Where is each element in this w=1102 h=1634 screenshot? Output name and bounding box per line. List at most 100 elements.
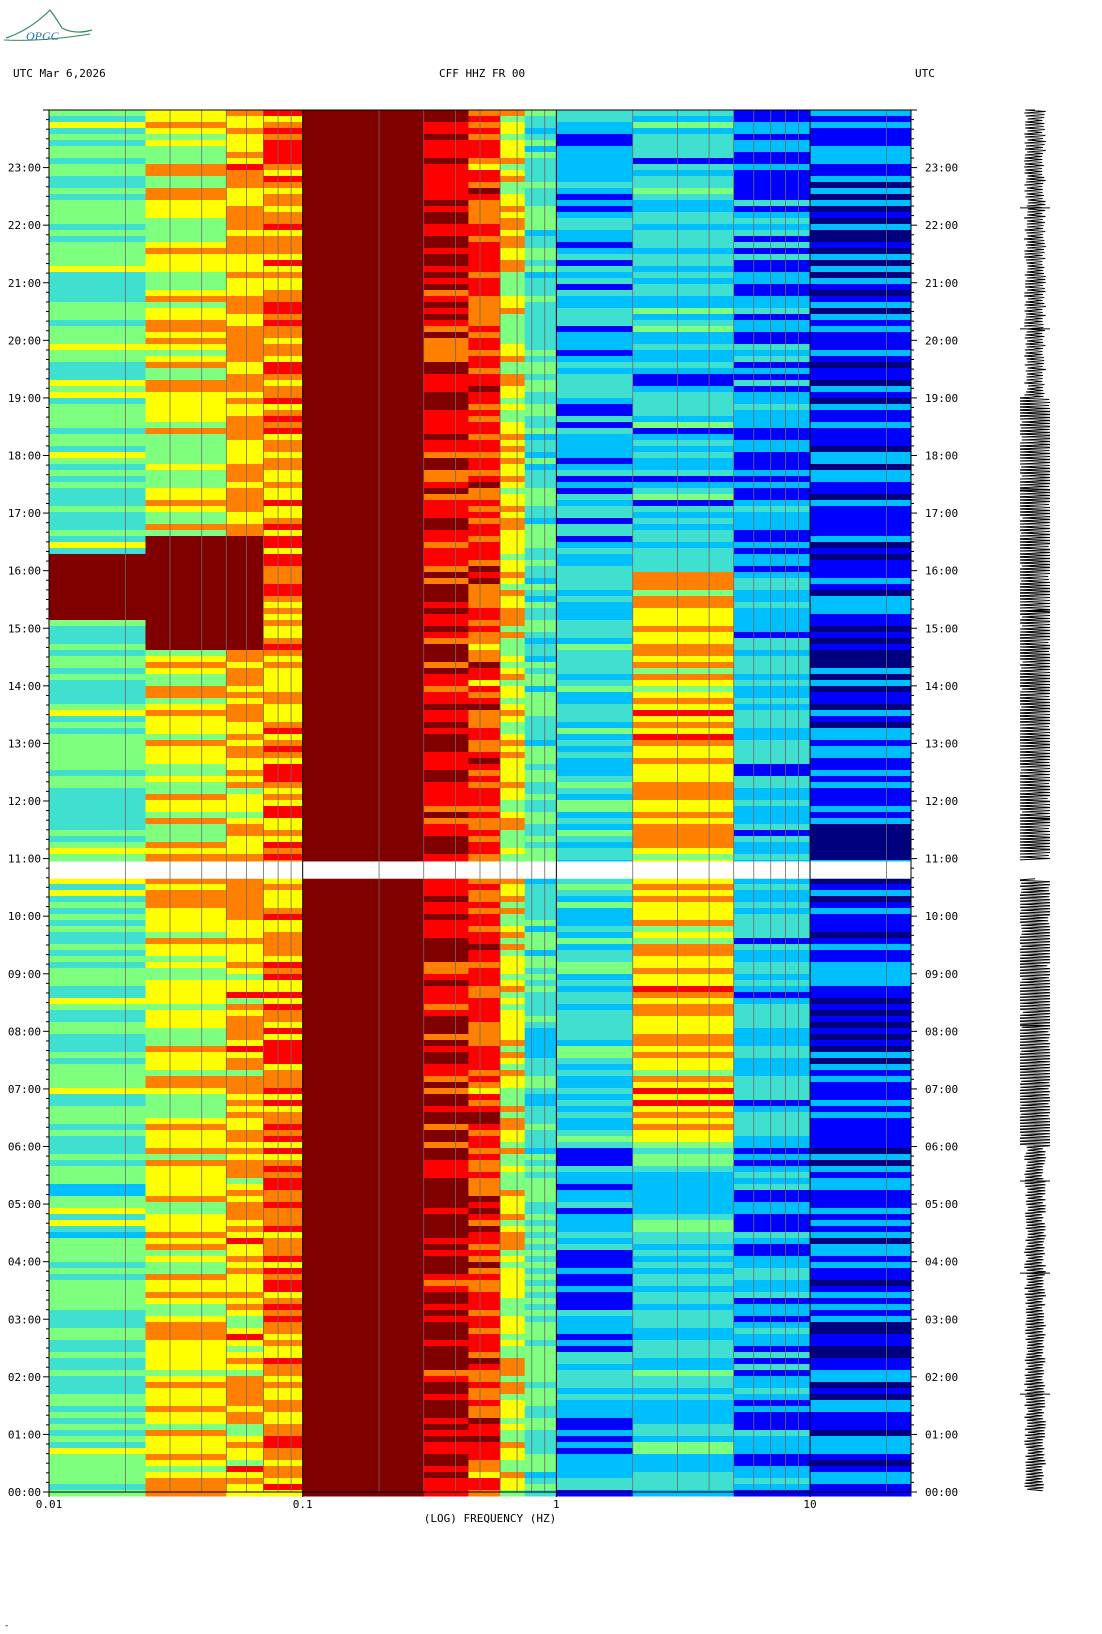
- spectrogram-cell: [733, 890, 811, 897]
- spectrogram-cell: [632, 1436, 735, 1443]
- spectrogram-cell: [500, 1172, 526, 1179]
- y-tick-label-right: 02:00: [925, 1371, 958, 1384]
- spectrogram-cell: [302, 1184, 425, 1191]
- spectrogram-cell: [423, 296, 469, 303]
- spectrogram-cell: [423, 788, 469, 795]
- spectrogram-cell: [556, 740, 634, 747]
- spectrogram-cell: [145, 938, 227, 945]
- spectrogram-cell: [810, 1214, 912, 1221]
- spectrogram-cell: [632, 512, 735, 519]
- spectrogram-cell: [810, 254, 912, 261]
- spectrogram-cell: [733, 746, 811, 753]
- spectrogram-cell: [49, 224, 146, 231]
- spectrogram-cell: [145, 566, 227, 573]
- spectrogram-cell: [810, 1046, 912, 1053]
- spectrogram-cell: [145, 116, 227, 123]
- spectrogram-cell: [632, 164, 735, 171]
- spectrogram-cell: [733, 968, 811, 975]
- spectrogram-cell: [145, 584, 227, 591]
- spectrogram-cell: [226, 1244, 264, 1251]
- spectrogram-cell: [524, 884, 557, 891]
- spectrogram-cell: [49, 812, 146, 819]
- spectrogram-cell: [500, 890, 526, 897]
- spectrogram-cell: [810, 974, 912, 981]
- spectrogram-cell: [468, 1472, 501, 1479]
- spectrogram-cell: [263, 314, 304, 321]
- spectrogram-cell: [263, 266, 304, 273]
- spectrogram-cell: [733, 584, 811, 591]
- spectrogram-cell: [263, 1466, 304, 1473]
- spectrogram-cell: [500, 200, 526, 207]
- spectrogram-cell: [302, 1010, 425, 1017]
- spectrogram-cell: [632, 1106, 735, 1113]
- spectrogram-cell: [263, 398, 304, 405]
- spectrogram-cell: [556, 1388, 634, 1395]
- spectrogram-cell: [226, 890, 264, 897]
- spectrogram-cell: [500, 470, 526, 477]
- spectrogram-cell: [302, 464, 425, 471]
- spectrogram-cell: [556, 1322, 634, 1329]
- spectrogram-cell: [632, 1142, 735, 1149]
- spectrogram-cell: [500, 1226, 526, 1233]
- spectrogram-cell: [226, 752, 264, 759]
- spectrogram-cell: [556, 1034, 634, 1041]
- spectrogram-cell: [500, 1070, 526, 1077]
- spectrogram-cell: [556, 428, 634, 435]
- spectrogram-cell: [468, 506, 501, 513]
- spectrogram-cell: [468, 1340, 501, 1347]
- spectrogram-cell: [263, 896, 304, 903]
- spectrogram-cell: [468, 608, 501, 615]
- spectrogram-cell: [632, 692, 735, 699]
- spectrogram-cell: [524, 1424, 557, 1431]
- spectrogram-cell: [302, 326, 425, 333]
- spectrogram-cell: [524, 704, 557, 711]
- spectrogram-cell: [423, 206, 469, 213]
- spectrogram-cell: [263, 656, 304, 663]
- spectrogram-cell: [632, 1016, 735, 1023]
- spectrogram-cell: [556, 116, 634, 123]
- spectrogram-cell: [810, 698, 912, 705]
- spectrogram-cell: [263, 1064, 304, 1071]
- spectrogram-cell: [263, 302, 304, 309]
- spectrogram-cell: [500, 782, 526, 789]
- spectrogram-cell: [423, 692, 469, 699]
- spectrogram-cell: [556, 1166, 634, 1173]
- spectrogram-cell: [145, 1094, 227, 1101]
- spectrogram-cell: [632, 1094, 735, 1101]
- spectrogram-cell: [263, 1364, 304, 1371]
- spectrogram-cell: [468, 1028, 501, 1035]
- spectrogram-cell: [263, 668, 304, 675]
- spectrogram-cell: [733, 1028, 811, 1035]
- spectrogram-cell: [263, 818, 304, 825]
- spectrogram-cell: [226, 998, 264, 1005]
- spectrogram-cell: [632, 722, 735, 729]
- spectrogram-cell: [733, 986, 811, 993]
- spectrogram-cell: [145, 386, 227, 393]
- spectrogram-cell: [468, 1322, 501, 1329]
- spectrogram-cell: [226, 128, 264, 135]
- spectrogram-cell: [145, 422, 227, 429]
- spectrogram-cell: [263, 1454, 304, 1461]
- spectrogram-cell: [49, 662, 146, 669]
- spectrogram-cell: [226, 722, 264, 729]
- spectrogram-cell: [500, 596, 526, 603]
- spectrogram-cell: [226, 1238, 264, 1245]
- spectrogram-cell: [556, 518, 634, 525]
- spectrogram-cell: [468, 1256, 501, 1263]
- spectrogram-cell: [468, 1388, 501, 1395]
- spectrogram-cell: [263, 992, 304, 999]
- spectrogram-cell: [632, 878, 735, 885]
- spectrogram-cell: [302, 260, 425, 267]
- spectrogram-cell: [145, 482, 227, 489]
- spectrogram-cell: [733, 1070, 811, 1077]
- spectrogram-cell: [810, 200, 912, 207]
- spectrogram-cell: [632, 134, 735, 141]
- spectrogram-cell: [810, 344, 912, 351]
- spectrogram-cell: [226, 1220, 264, 1227]
- spectrogram-cell: [556, 596, 634, 603]
- spectrogram-cell: [49, 800, 146, 807]
- spectrogram-cell: [524, 230, 557, 237]
- spectrogram-cell: [500, 344, 526, 351]
- spectrogram-cell: [632, 170, 735, 177]
- spectrogram-cell: [810, 842, 912, 849]
